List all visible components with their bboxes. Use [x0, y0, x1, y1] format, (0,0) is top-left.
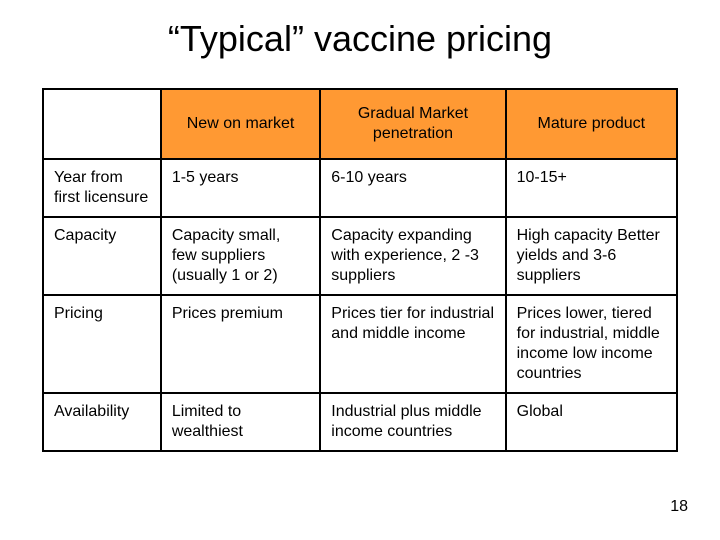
- cell: Industrial plus middle income countries: [320, 393, 505, 451]
- cell: Global: [506, 393, 677, 451]
- cell: Prices lower, tiered for industrial, mid…: [506, 295, 677, 393]
- row-label-availability: Availability: [43, 393, 161, 451]
- slide-title: “Typical” vaccine pricing: [0, 0, 720, 70]
- cell: 6-10 years: [320, 159, 505, 217]
- row-label-pricing: Pricing: [43, 295, 161, 393]
- row-label-year: Year from first licensure: [43, 159, 161, 217]
- table-header-row: New on market Gradual Market penetration…: [43, 89, 677, 159]
- page-number: 18: [670, 498, 688, 516]
- cell: 1-5 years: [161, 159, 320, 217]
- cell: Prices premium: [161, 295, 320, 393]
- cell: Capacity expanding with experience, 2 -3…: [320, 217, 505, 295]
- header-new-on-market: New on market: [161, 89, 320, 159]
- header-mature-product: Mature product: [506, 89, 677, 159]
- header-empty: [43, 89, 161, 159]
- cell: 10-15+: [506, 159, 677, 217]
- row-label-capacity: Capacity: [43, 217, 161, 295]
- table-row: Year from first licensure 1-5 years 6-10…: [43, 159, 677, 217]
- cell: Prices tier for industrial and middle in…: [320, 295, 505, 393]
- table-row: Pricing Prices premium Prices tier for i…: [43, 295, 677, 393]
- table-row: Availability Limited to wealthiest Indus…: [43, 393, 677, 451]
- pricing-table: New on market Gradual Market penetration…: [42, 88, 678, 452]
- table-row: Capacity Capacity small, few suppliers (…: [43, 217, 677, 295]
- header-gradual-penetration: Gradual Market penetration: [320, 89, 505, 159]
- cell: High capacity Better yields and 3-6 supp…: [506, 217, 677, 295]
- cell: Capacity small, few suppliers (usually 1…: [161, 217, 320, 295]
- cell: Limited to wealthiest: [161, 393, 320, 451]
